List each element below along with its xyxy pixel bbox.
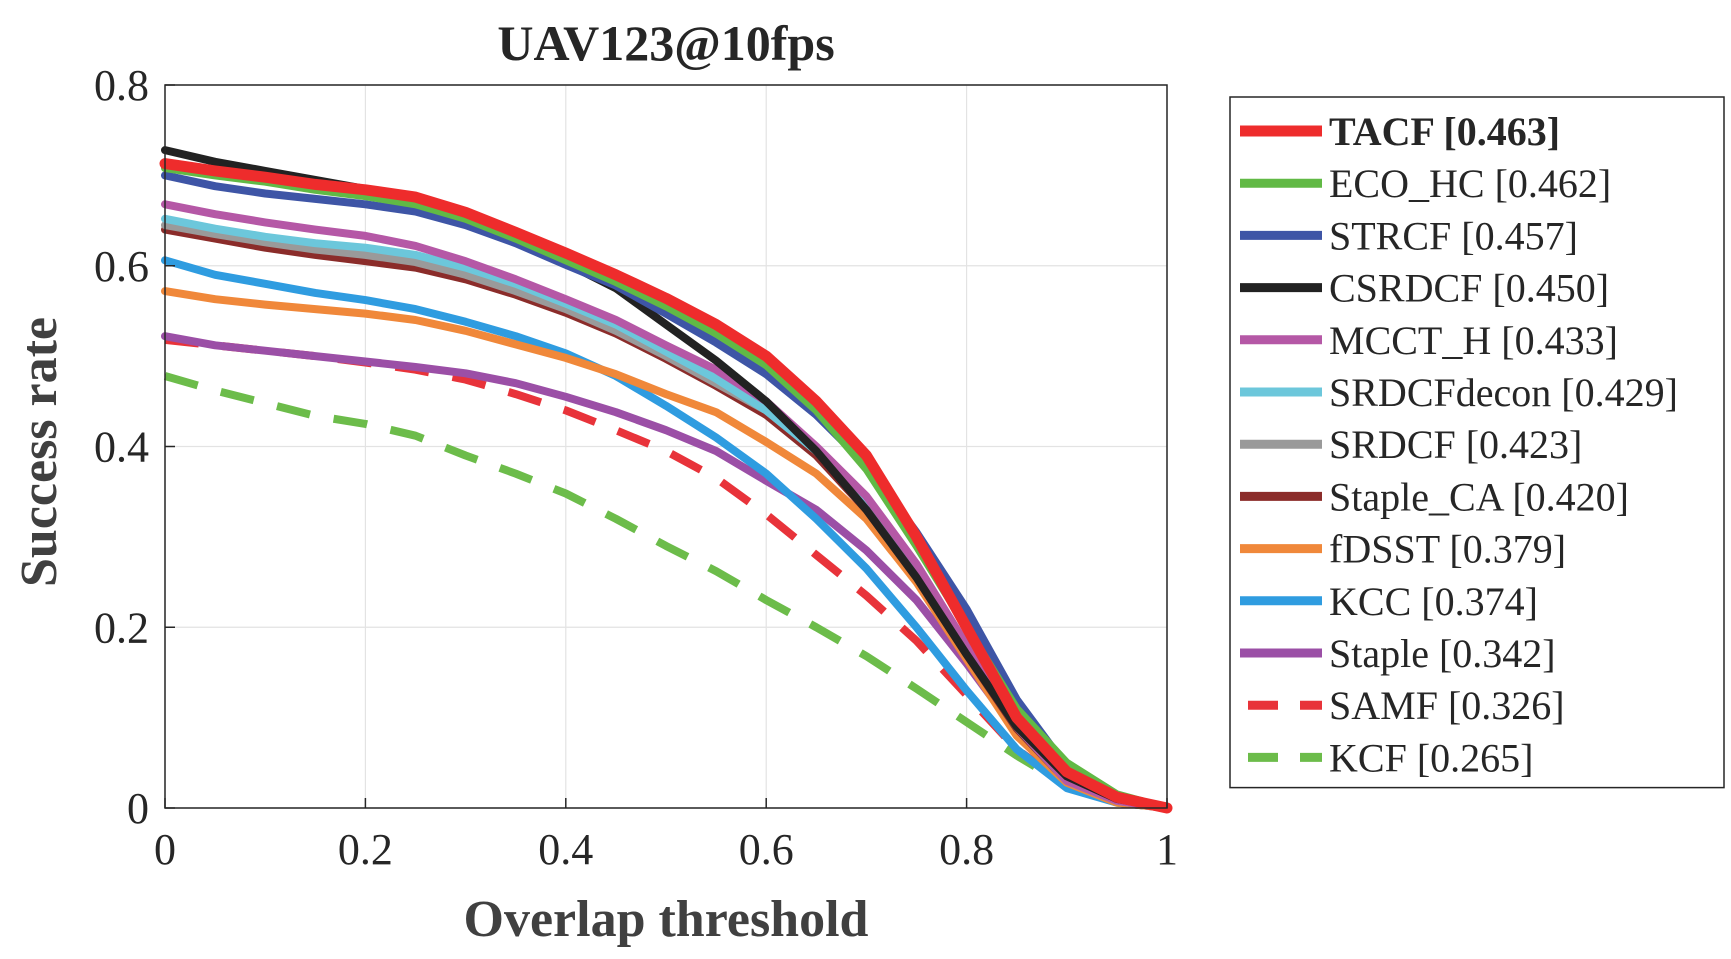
series-lines <box>159 146 1173 814</box>
legend-label-3: CSRDCF [0.450] <box>1329 266 1609 311</box>
legend-label-0: TACF [0.463] <box>1329 109 1560 154</box>
chart-title: UAV123@10fps <box>497 15 834 71</box>
y-tick-label: 0 <box>127 784 149 833</box>
legend-label-12: KCF [0.265] <box>1329 735 1533 780</box>
legend-label-1: ECO_HC [0.462] <box>1329 161 1611 206</box>
series-line-2 <box>161 171 1171 812</box>
series-line-0 <box>159 158 1173 814</box>
legend-label-8: fDSST [0.379] <box>1329 527 1566 572</box>
series-line-9 <box>161 256 1171 812</box>
x-axis-label: Overlap threshold <box>464 891 869 948</box>
x-tick-label: 0.2 <box>338 825 393 874</box>
y-tick-label: 0.4 <box>94 423 149 472</box>
legend-label-2: STRCF [0.457] <box>1329 213 1578 258</box>
series-line-12 <box>163 372 1168 812</box>
x-tick-label: 0.4 <box>538 825 593 874</box>
legend-label-5: SRDCFdecon [0.429] <box>1329 370 1678 415</box>
legend-label-4: MCCT_H [0.433] <box>1329 318 1618 363</box>
y-tick-label: 0.6 <box>94 242 149 291</box>
x-tick-label: 0.6 <box>739 825 794 874</box>
legend-label-7: Staple_CA [0.420] <box>1329 474 1629 519</box>
x-tick-label: 0 <box>154 825 176 874</box>
legend-label-6: SRDCF [0.423] <box>1329 422 1582 467</box>
x-tick-label: 1 <box>1156 825 1178 874</box>
y-tick-label: 0.2 <box>94 603 149 652</box>
y-tick-label: 0.8 <box>94 61 149 110</box>
legend-label-10: Staple [0.342] <box>1329 631 1556 676</box>
x-tick-label: 0.8 <box>939 825 994 874</box>
y-axis-label: Success rate <box>11 317 68 587</box>
legend-label-9: KCC [0.374] <box>1329 579 1538 624</box>
x-axis-ticks: 0 0.2 0.4 0.6 0.8 1 <box>154 798 1178 874</box>
legend-label-11: SAMF [0.326] <box>1329 683 1565 728</box>
plot-area <box>159 84 1173 814</box>
legend: TACF [0.463] ECO_HC [0.462] STRCF [0.457] C… <box>1229 96 1725 789</box>
y-axis-ticks: 0 0.2 0.4 0.6 0.8 <box>94 61 175 833</box>
